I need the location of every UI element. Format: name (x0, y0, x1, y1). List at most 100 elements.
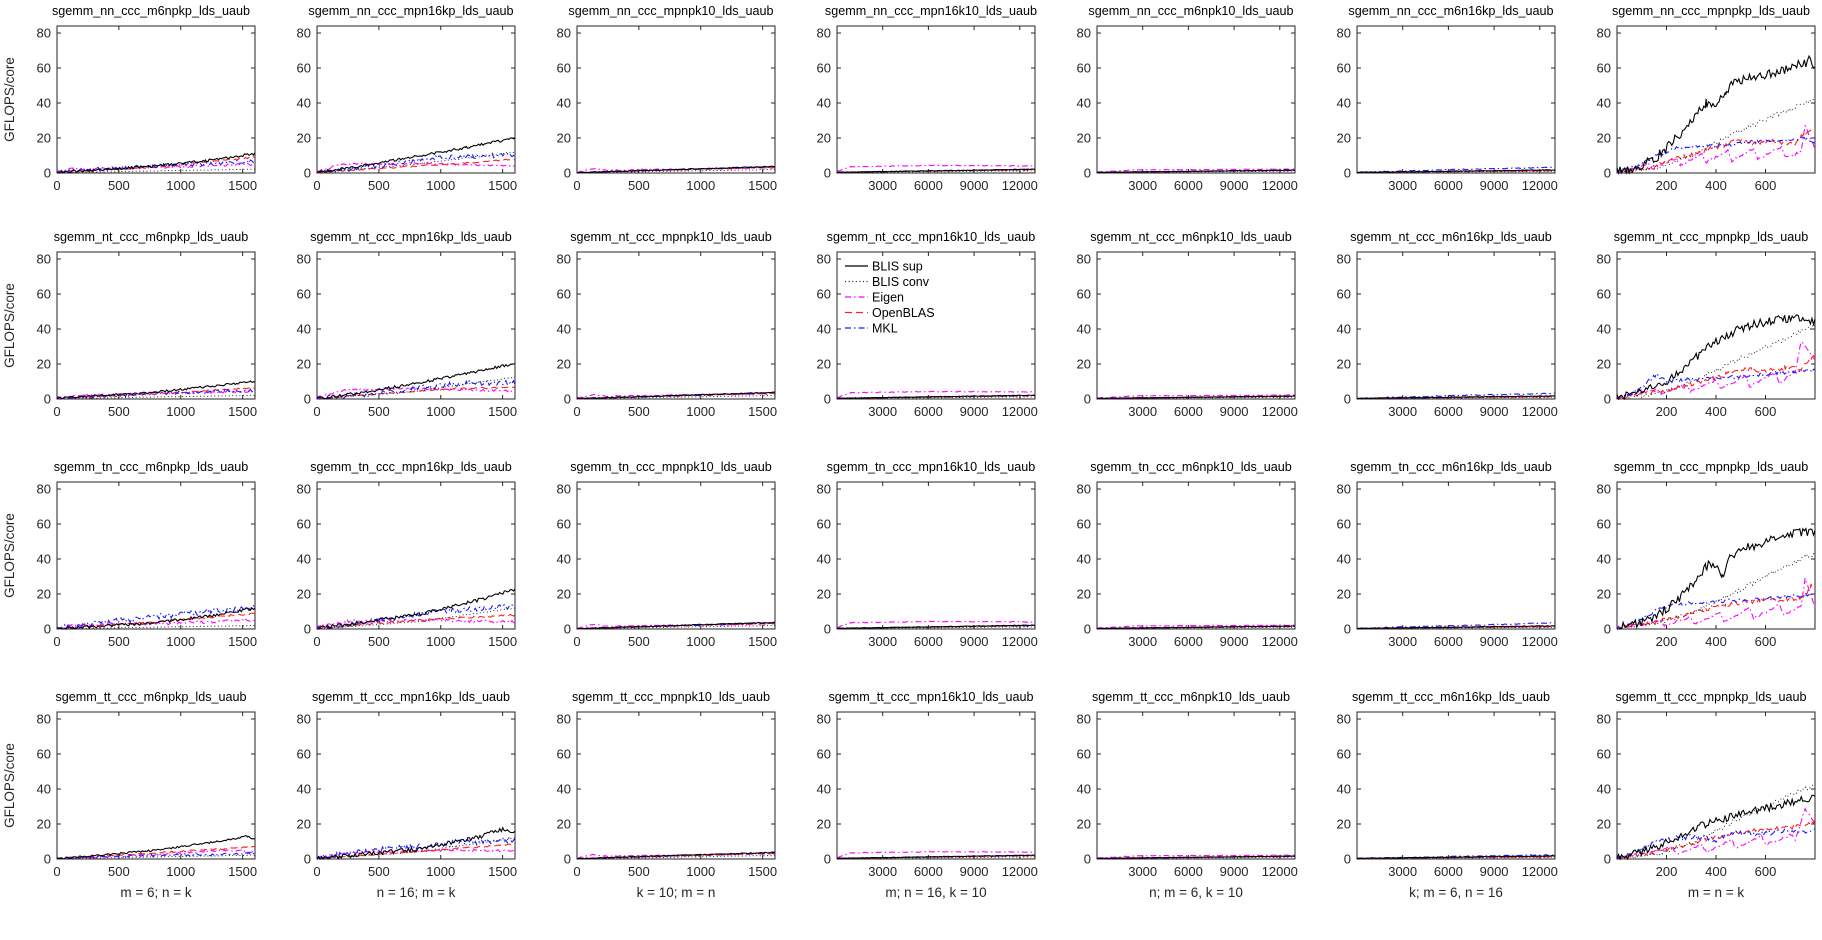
subplot-plot: 0 20 40 60 80 200 400 600 (1597, 25, 1816, 193)
series-openblas (316, 386, 516, 400)
subplot-r1c3: sgemm_nt_ccc_mpn16k10_lds_uaub 0 20 40 60 80 3… (780, 226, 1040, 456)
subplot-r2c3: sgemm_tn_ccc_mpn16k10_lds_uaub 0 20 40 60 80 3… (780, 456, 1040, 686)
series-blis-sup (576, 391, 776, 400)
y-tick-label: 80 (557, 712, 571, 727)
x-tick-label: 3000 (1128, 634, 1157, 649)
subplot-plot: 0 20 40 60 80 3000 6000 9000 12000 m; n = 16, k =… (817, 711, 1038, 900)
x-tick-label: 400 (1705, 634, 1727, 649)
x-tick-label: 0 (573, 864, 580, 879)
y-tick-label: 60 (817, 287, 831, 302)
subplot-r1c2: sgemm_nt_ccc_mpnpk10_lds_uaub 0 20 40 60 80 0 5… (520, 226, 780, 456)
series-openblas (1616, 129, 1816, 174)
subplot-title: sgemm_nt_ccc_mpnpkp_lds_uaub (1613, 230, 1809, 244)
y-tick-label: 20 (1597, 817, 1611, 832)
y-tick-label: 40 (37, 782, 51, 797)
y-tick-label: 60 (297, 517, 311, 532)
x-tick-label: 1000 (686, 634, 715, 649)
y-tick-label: 60 (1597, 61, 1611, 76)
x-tick-label: 1000 (686, 864, 715, 879)
series-mkl (1356, 854, 1556, 859)
series-mkl (56, 852, 256, 860)
subplot-plot: 0 20 40 60 80 200 400 600 m = n = k (1597, 711, 1816, 900)
x-tick-label: 6000 (1174, 864, 1203, 879)
y-tick-label: 20 (1337, 357, 1351, 372)
y-tick-label: 20 (1077, 817, 1091, 832)
y-tick-label: 80 (1337, 26, 1351, 41)
subplot-r3c3: sgemm_tt_ccc_mpn16k10_lds_uaub 0 20 40 60 80 3… (780, 686, 1040, 940)
series-blis-conv (1616, 552, 1816, 630)
x-axis-label: m = 6; n = k (120, 885, 192, 900)
y-tick-label: 40 (37, 552, 51, 567)
subplot-title: sgemm_tt_ccc_m6npkp_lds_uaub (55, 690, 247, 704)
x-tick-label: 12000 (1262, 404, 1298, 419)
y-tick-label: 40 (1077, 96, 1091, 111)
series-eigen (316, 162, 516, 173)
series-mkl (316, 603, 516, 630)
x-tick-label: 9000 (1480, 404, 1509, 419)
subplot-title: sgemm_nt_ccc_mpn16kp_lds_uaub (310, 230, 512, 244)
series-blis-sup (576, 621, 776, 630)
y-tick-label: 0 (824, 852, 831, 867)
subplot-plot: 0 20 40 60 80 0 500 1000 1500 (297, 25, 517, 193)
x-tick-label: 200 (1656, 178, 1678, 193)
x-tick-label: 1000 (426, 864, 455, 879)
series-blis-conv (1616, 323, 1816, 401)
x-tick-label: 3000 (1128, 178, 1157, 193)
legend-label: BLIS sup (872, 259, 923, 273)
subplot-r0c2: sgemm_nn_ccc_mpnpk10_lds_uaub 0 20 40 60 80 0 5… (520, 0, 780, 226)
x-tick-label: 200 (1656, 634, 1678, 649)
x-tick-label: 200 (1656, 864, 1678, 879)
subplot-r0c1: sgemm_nn_ccc_mpn16kp_lds_uaub 0 20 40 60 80 0 5… (260, 0, 520, 226)
x-tick-label: 1000 (166, 404, 195, 419)
y-tick-label: 0 (1344, 166, 1351, 181)
x-tick-label: 1500 (228, 634, 257, 649)
subplot-r1c6: sgemm_nt_ccc_mpnpkp_lds_uaub 0 20 40 60 80 200… (1560, 226, 1820, 456)
subplot-r3c1: sgemm_tt_ccc_mpn16kp_lds_uaub 0 20 40 60 80 0 5… (260, 686, 520, 940)
series-mkl (56, 159, 256, 174)
series-blis-sup (1096, 169, 1295, 174)
y-tick-label: 0 (824, 166, 831, 181)
x-tick-label: 3000 (868, 178, 897, 193)
x-tick-label: 600 (1755, 178, 1777, 193)
x-tick-label: 3000 (868, 404, 897, 419)
x-tick-label: 1000 (166, 634, 195, 649)
subplot-plot: 0 20 40 60 80 0 500 1000 1500 (297, 251, 517, 419)
y-tick-label: 40 (557, 782, 571, 797)
x-tick-label: 9000 (1480, 634, 1509, 649)
subplot-plot: 0 20 40 60 80 0 500 1000 1500 (557, 25, 777, 193)
x-tick-label: 500 (628, 178, 650, 193)
series-eigen (576, 852, 776, 860)
series-blis-sup (1096, 395, 1296, 400)
y-tick-label: 40 (297, 322, 311, 337)
series-eigen (316, 387, 516, 398)
x-tick-label: 0 (53, 178, 60, 193)
y-tick-label: 60 (1597, 517, 1611, 532)
y-tick-label: 60 (557, 61, 571, 76)
y-tick-label: 0 (44, 622, 51, 637)
x-tick-label: 1500 (748, 404, 777, 419)
series-blis-conv (56, 854, 256, 860)
y-tick-label: 20 (1077, 131, 1091, 146)
y-axis-label: GFLOPS/core (2, 283, 17, 368)
y-tick-label: 20 (1597, 587, 1611, 602)
y-tick-label: 0 (824, 622, 831, 637)
subplot-title: sgemm_nn_ccc_mpnpkp_lds_uaub (1611, 4, 1811, 18)
y-tick-label: 80 (37, 26, 51, 41)
y-tick-label: 20 (817, 817, 831, 832)
x-tick-label: 12000 (1002, 864, 1038, 879)
series-blis-sup (576, 165, 776, 174)
y-tick-label: 80 (557, 482, 571, 497)
y-tick-label: 20 (557, 357, 571, 372)
x-tick-label: 1000 (686, 178, 715, 193)
y-tick-label: 20 (37, 131, 51, 146)
series-blis-sup (1616, 314, 1816, 401)
x-tick-label: 500 (368, 178, 390, 193)
y-tick-label: 0 (1084, 852, 1091, 867)
series-blis-sup (576, 851, 776, 860)
y-tick-label: 0 (1084, 392, 1091, 407)
y-tick-label: 20 (1077, 587, 1091, 602)
y-tick-label: 40 (1597, 322, 1611, 337)
subplot-title: sgemm_nt_ccc_mpn16k10_lds_uaub (826, 230, 1036, 244)
subplot-title: sgemm_tt_ccc_mpnpk10_lds_uaub (571, 690, 771, 704)
